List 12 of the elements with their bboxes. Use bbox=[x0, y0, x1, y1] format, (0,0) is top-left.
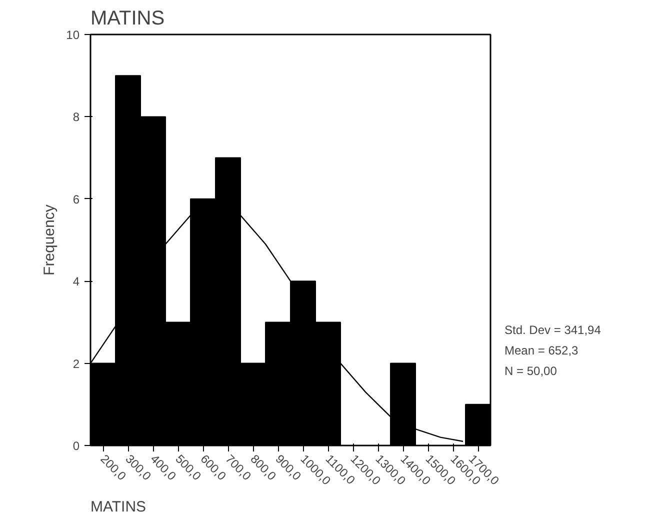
text: Mean = 652,3 bbox=[504, 344, 579, 358]
y-tick-label: 4 bbox=[72, 274, 80, 289]
y-tick-label: 6 bbox=[72, 192, 80, 206]
x-axis-title: MATINS bbox=[90, 498, 146, 516]
y-axis-title: Frequency bbox=[41, 204, 58, 276]
y-tick-label: 0 bbox=[72, 439, 80, 453]
text: N = 50,00 bbox=[504, 364, 558, 378]
chart-title: MATINS bbox=[90, 8, 165, 30]
y-tick-label: 8 bbox=[72, 110, 80, 124]
y-tick-label: 10 bbox=[66, 28, 80, 42]
y-tick-label: 2 bbox=[72, 356, 80, 371]
text: Std. Dev = 341,94 bbox=[504, 323, 602, 338]
